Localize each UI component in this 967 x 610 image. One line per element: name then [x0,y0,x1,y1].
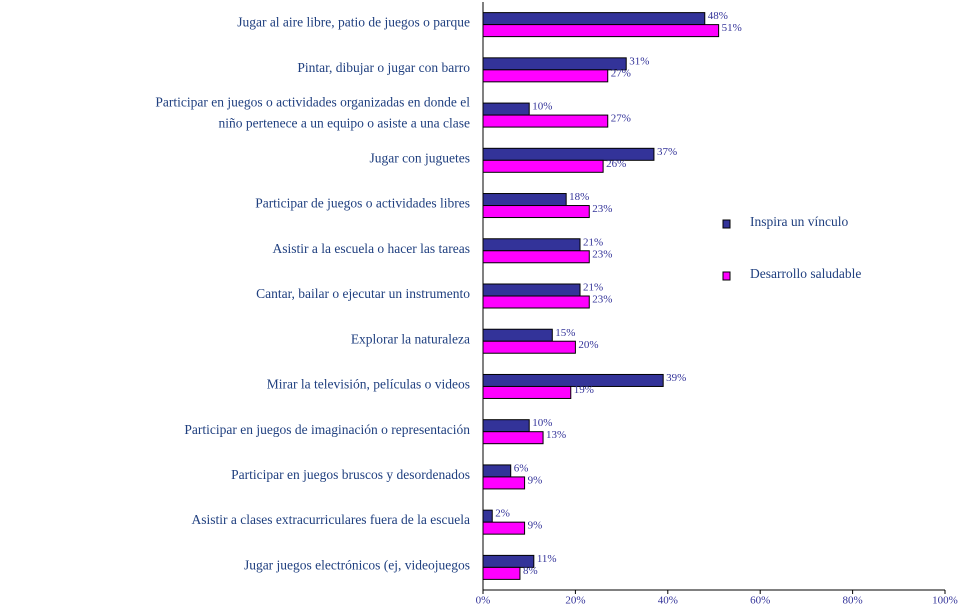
x-tick-label: 0% [476,595,491,607]
bar [482,464,512,478]
value-label: 37% [657,146,677,158]
bar [482,419,530,433]
x-tick-label: 100% [932,595,958,607]
category-label: Jugar juegos electrónicos (ej, videojueg… [244,557,470,572]
value-label: 18% [569,191,589,203]
value-label: 48% [708,10,728,22]
x-tick-label: 80% [843,595,863,607]
value-label: 8% [523,565,538,577]
bar [482,102,530,116]
bar [482,193,567,207]
category-label: Pintar, dibujar o jugar con barro [297,60,470,75]
value-label: 23% [592,294,612,306]
bar [482,159,604,173]
category-label: Asistir a la escuela o hacer las tareas [272,241,470,256]
value-label: 19% [574,384,594,396]
bar [482,69,609,83]
x-tick-label: 40% [658,595,678,607]
value-label: 10% [532,417,552,429]
bar [482,431,544,445]
value-label: 2% [495,508,510,520]
bar [482,250,590,264]
bar [482,340,576,354]
category-label: Mirar la televisión, películas o videos [267,377,470,392]
value-label: 39% [666,372,686,384]
value-label: 21% [583,236,603,248]
bar [482,476,526,490]
value-label: 26% [606,158,626,170]
bar [482,295,590,309]
value-label: 23% [592,248,612,260]
bar [482,328,553,342]
value-label: 27% [611,113,631,125]
category-label: Jugar al aire libre, patio de juegos o p… [237,15,470,30]
bar [482,12,706,26]
value-label: 31% [629,55,649,67]
bar [482,566,521,580]
x-tick-label: 60% [750,595,770,607]
bar [482,373,664,387]
category-label: Cantar, bailar o ejecutar un instrumento [256,286,470,301]
x-tick-label: 20% [565,595,585,607]
legend-label: Inspira un vínculo [750,214,848,229]
bar [482,509,493,523]
value-label: 13% [546,429,566,441]
category-label: Participar de juegos o actividades libre… [255,196,470,211]
bar [482,385,572,399]
value-label: 11% [537,553,557,565]
legend-swatch [722,271,731,281]
bar [482,238,581,252]
bar [482,283,581,297]
value-label: 9% [528,474,543,486]
bar [482,57,627,71]
bar [482,24,720,38]
category-label: Asistir a clases extracurriculares fuera… [192,512,470,527]
legend-label: Desarrollo saludable [750,266,861,281]
value-label: 23% [592,203,612,215]
value-label: 10% [532,101,552,113]
value-label: 9% [528,520,543,532]
category-label: Participar en juegos bruscos y desordena… [231,467,470,482]
bar [482,205,590,219]
value-label: 20% [578,339,598,351]
category-label: Jugar con juguetes [370,150,470,165]
value-label: 51% [722,22,742,34]
value-label: 27% [611,67,631,79]
category-label: Participar en juegos de imaginación o re… [184,422,470,437]
value-label: 6% [514,462,529,474]
bar [482,521,526,535]
value-label: 15% [555,327,575,339]
category-label: Explorar la naturaleza [351,331,470,346]
value-label: 21% [583,282,603,294]
category-label: Participar en juegos o actividades organ… [155,95,470,131]
bar [482,147,655,161]
legend-swatch [722,219,731,229]
bar [482,114,609,128]
